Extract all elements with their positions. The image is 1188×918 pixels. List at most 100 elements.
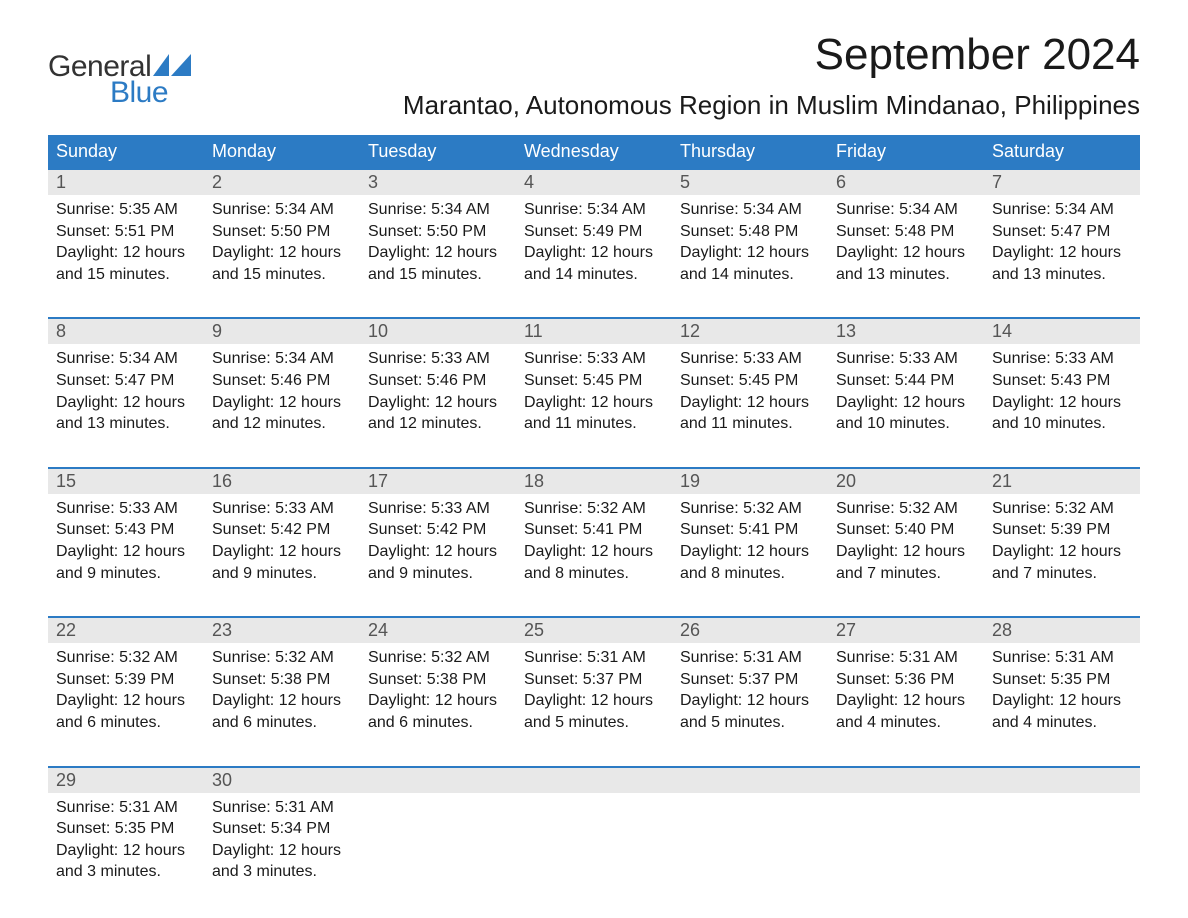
day-content: Sunrise: 5:34 AMSunset: 5:48 PMDaylight:… [828, 195, 984, 289]
sunset-text: Sunset: 5:40 PM [836, 519, 976, 541]
daylight-text: Daylight: 12 hours and 15 minutes. [368, 242, 508, 285]
week-block: 1234567Sunrise: 5:35 AMSunset: 5:51 PMDa… [48, 168, 1140, 289]
day-content: Sunrise: 5:34 AMSunset: 5:50 PMDaylight:… [204, 195, 360, 289]
day-number: 13 [828, 319, 984, 344]
daylight-text: Daylight: 12 hours and 5 minutes. [524, 690, 664, 733]
sunset-text: Sunset: 5:41 PM [680, 519, 820, 541]
day-content: Sunrise: 5:34 AMSunset: 5:50 PMDaylight:… [360, 195, 516, 289]
location-title: Marantao, Autonomous Region in Muslim Mi… [403, 90, 1140, 121]
day-number: 22 [48, 618, 204, 643]
day-number [360, 768, 516, 793]
day-content: Sunrise: 5:33 AMSunset: 5:45 PMDaylight:… [516, 344, 672, 438]
sunset-text: Sunset: 5:41 PM [524, 519, 664, 541]
day-content: Sunrise: 5:32 AMSunset: 5:39 PMDaylight:… [48, 643, 204, 737]
day-content-row: Sunrise: 5:31 AMSunset: 5:35 PMDaylight:… [48, 793, 1140, 887]
sunrise-text: Sunrise: 5:32 AM [56, 647, 196, 669]
day-number: 4 [516, 170, 672, 195]
daylight-text: Daylight: 12 hours and 9 minutes. [56, 541, 196, 584]
daylight-text: Daylight: 12 hours and 3 minutes. [56, 840, 196, 883]
weekday-cell: Sunday [48, 135, 204, 168]
sunrise-text: Sunrise: 5:32 AM [836, 498, 976, 520]
month-title: September 2024 [403, 30, 1140, 80]
day-content-row: Sunrise: 5:34 AMSunset: 5:47 PMDaylight:… [48, 344, 1140, 438]
day-number: 14 [984, 319, 1140, 344]
day-content: Sunrise: 5:31 AMSunset: 5:37 PMDaylight:… [516, 643, 672, 737]
day-number: 10 [360, 319, 516, 344]
day-content: Sunrise: 5:31 AMSunset: 5:36 PMDaylight:… [828, 643, 984, 737]
week-block: 2930Sunrise: 5:31 AMSunset: 5:35 PMDayli… [48, 766, 1140, 887]
day-number: 12 [672, 319, 828, 344]
sunset-text: Sunset: 5:35 PM [992, 669, 1132, 691]
sunrise-text: Sunrise: 5:32 AM [212, 647, 352, 669]
daylight-text: Daylight: 12 hours and 15 minutes. [56, 242, 196, 285]
logo: General Blue [48, 30, 201, 110]
daylight-text: Daylight: 12 hours and 14 minutes. [524, 242, 664, 285]
daylight-text: Daylight: 12 hours and 7 minutes. [836, 541, 976, 584]
day-content-row: Sunrise: 5:32 AMSunset: 5:39 PMDaylight:… [48, 643, 1140, 737]
sunset-text: Sunset: 5:48 PM [680, 221, 820, 243]
weekday-cell: Friday [828, 135, 984, 168]
day-number: 20 [828, 469, 984, 494]
sunrise-text: Sunrise: 5:34 AM [992, 199, 1132, 221]
daylight-text: Daylight: 12 hours and 5 minutes. [680, 690, 820, 733]
week-block: 891011121314Sunrise: 5:34 AMSunset: 5:47… [48, 317, 1140, 438]
day-number: 5 [672, 170, 828, 195]
daylight-text: Daylight: 12 hours and 11 minutes. [680, 392, 820, 435]
day-number: 11 [516, 319, 672, 344]
day-content: Sunrise: 5:33 AMSunset: 5:42 PMDaylight:… [360, 494, 516, 588]
daylight-text: Daylight: 12 hours and 6 minutes. [56, 690, 196, 733]
sunrise-text: Sunrise: 5:33 AM [992, 348, 1132, 370]
daylight-text: Daylight: 12 hours and 4 minutes. [836, 690, 976, 733]
weekday-cell: Saturday [984, 135, 1140, 168]
day-number: 27 [828, 618, 984, 643]
daylight-text: Daylight: 12 hours and 9 minutes. [212, 541, 352, 584]
day-number: 8 [48, 319, 204, 344]
daylight-text: Daylight: 12 hours and 8 minutes. [524, 541, 664, 584]
sunset-text: Sunset: 5:45 PM [524, 370, 664, 392]
day-number: 19 [672, 469, 828, 494]
daylight-text: Daylight: 12 hours and 15 minutes. [212, 242, 352, 285]
page-header: General Blue September 2024 Marantao, Au… [48, 30, 1140, 121]
day-content: Sunrise: 5:32 AMSunset: 5:41 PMDaylight:… [516, 494, 672, 588]
sunset-text: Sunset: 5:50 PM [368, 221, 508, 243]
day-number [516, 768, 672, 793]
sunset-text: Sunset: 5:36 PM [836, 669, 976, 691]
day-content: Sunrise: 5:33 AMSunset: 5:43 PMDaylight:… [984, 344, 1140, 438]
daylight-text: Daylight: 12 hours and 12 minutes. [368, 392, 508, 435]
day-number [828, 768, 984, 793]
weeks-container: 1234567Sunrise: 5:35 AMSunset: 5:51 PMDa… [48, 168, 1140, 887]
sunset-text: Sunset: 5:42 PM [368, 519, 508, 541]
day-number: 24 [360, 618, 516, 643]
sunrise-text: Sunrise: 5:32 AM [368, 647, 508, 669]
day-number: 25 [516, 618, 672, 643]
sunset-text: Sunset: 5:47 PM [992, 221, 1132, 243]
day-content: Sunrise: 5:33 AMSunset: 5:42 PMDaylight:… [204, 494, 360, 588]
sunset-text: Sunset: 5:51 PM [56, 221, 196, 243]
day-content: Sunrise: 5:31 AMSunset: 5:34 PMDaylight:… [204, 793, 360, 887]
sunrise-text: Sunrise: 5:34 AM [368, 199, 508, 221]
daylight-text: Daylight: 12 hours and 8 minutes. [680, 541, 820, 584]
sunrise-text: Sunrise: 5:33 AM [368, 348, 508, 370]
day-number: 29 [48, 768, 204, 793]
day-number-row: 891011121314 [48, 319, 1140, 344]
weekday-cell: Thursday [672, 135, 828, 168]
sunset-text: Sunset: 5:39 PM [992, 519, 1132, 541]
sunrise-text: Sunrise: 5:32 AM [680, 498, 820, 520]
day-number: 9 [204, 319, 360, 344]
sunrise-text: Sunrise: 5:31 AM [680, 647, 820, 669]
sunrise-text: Sunrise: 5:31 AM [524, 647, 664, 669]
day-number: 17 [360, 469, 516, 494]
day-number: 15 [48, 469, 204, 494]
daylight-text: Daylight: 12 hours and 3 minutes. [212, 840, 352, 883]
sunset-text: Sunset: 5:44 PM [836, 370, 976, 392]
day-number: 18 [516, 469, 672, 494]
sunset-text: Sunset: 5:38 PM [212, 669, 352, 691]
sunrise-text: Sunrise: 5:32 AM [992, 498, 1132, 520]
day-number [672, 768, 828, 793]
daylight-text: Daylight: 12 hours and 14 minutes. [680, 242, 820, 285]
day-number: 2 [204, 170, 360, 195]
day-number: 1 [48, 170, 204, 195]
weekday-header-row: Sunday Monday Tuesday Wednesday Thursday… [48, 135, 1140, 168]
sunset-text: Sunset: 5:38 PM [368, 669, 508, 691]
day-content: Sunrise: 5:33 AMSunset: 5:46 PMDaylight:… [360, 344, 516, 438]
